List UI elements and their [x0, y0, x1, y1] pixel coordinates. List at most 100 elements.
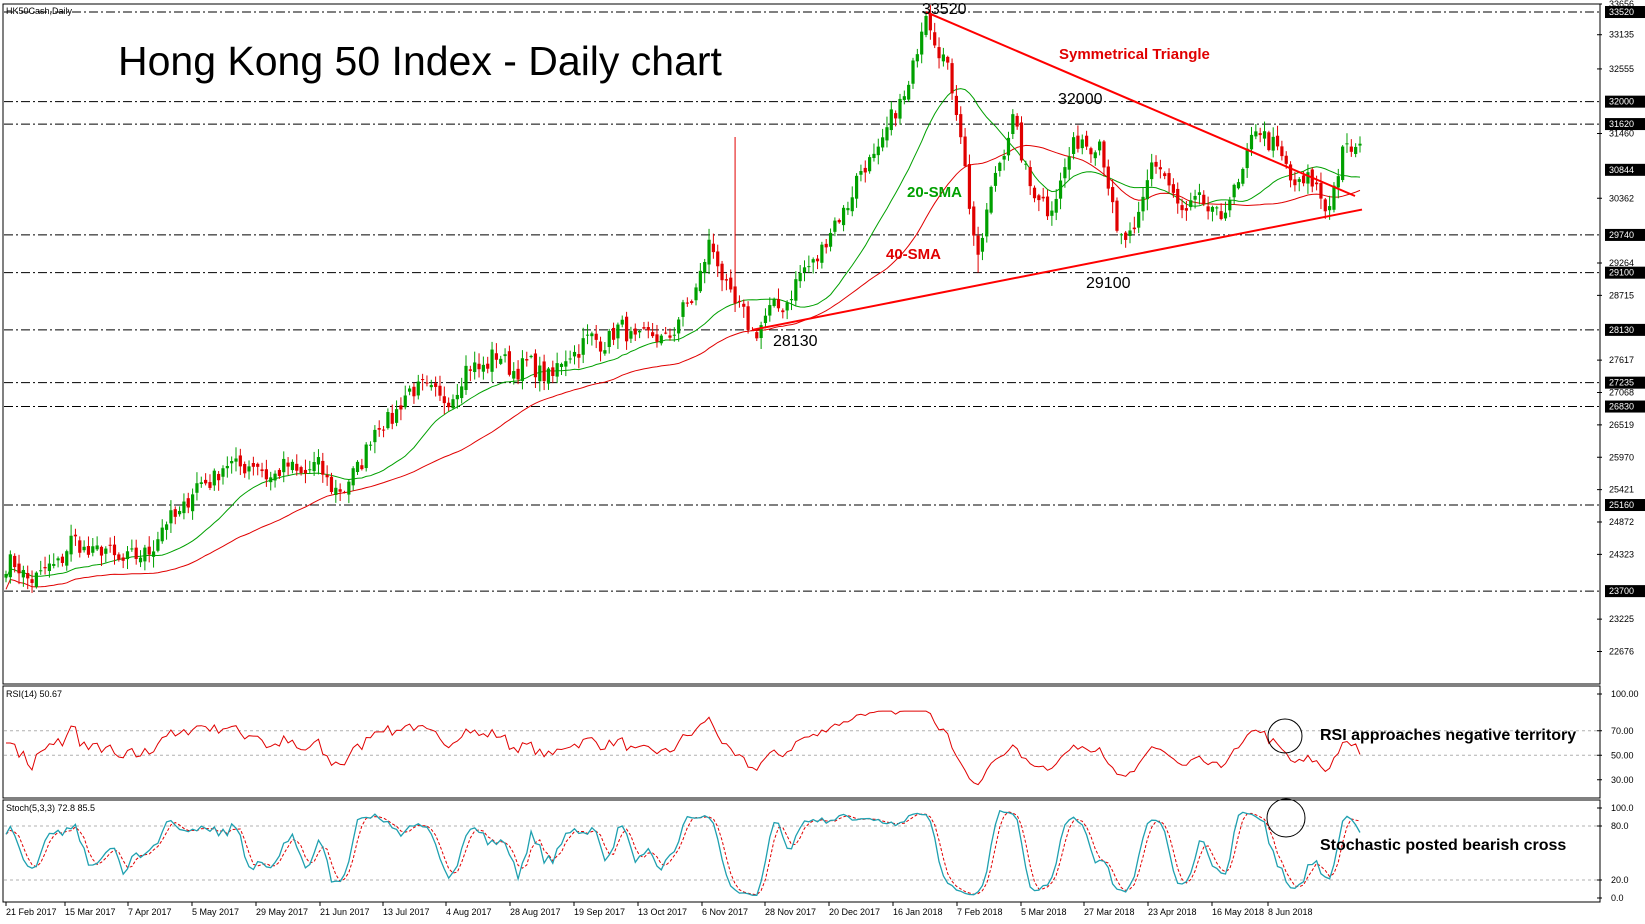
main-panel-frame: [2, 3, 1601, 685]
candle-body: [1102, 141, 1106, 168]
chart-title: Hong Kong 50 Index - Daily chart: [118, 38, 723, 84]
candle-body: [1306, 172, 1310, 184]
candle-body: [924, 15, 928, 35]
y-tick-label: 25421: [1609, 485, 1634, 495]
candle-body: [1236, 182, 1241, 189]
candle-body: [846, 208, 850, 211]
candle-body: [416, 381, 420, 396]
candle-body: [1002, 155, 1006, 160]
candle-body: [1045, 196, 1050, 217]
rsi-tick-label: 30.00: [1611, 775, 1634, 785]
candle-body: [1297, 179, 1301, 182]
level-tag: [1605, 323, 1645, 336]
candle-body: [776, 299, 781, 309]
candle-body: [199, 482, 203, 484]
candle-body: [173, 509, 177, 517]
candle-body: [373, 429, 377, 443]
candle-body: [112, 544, 117, 556]
candle-body: [230, 461, 234, 464]
candle-body: [1301, 175, 1306, 184]
rsi-line: [6, 710, 1361, 786]
level-lines: 33520 32000 31620 30844 29740 29100 28130 27235…: [4, 6, 1645, 598]
candle-body: [624, 316, 629, 342]
rsi-tick-label: 50.00: [1611, 750, 1634, 760]
candle-body: [538, 365, 542, 382]
x-tick-label: 7 Apr 2017: [128, 907, 172, 917]
candle-body: [711, 243, 715, 253]
candle-body: [1345, 143, 1349, 145]
candle-body: [1150, 162, 1154, 180]
candle-body: [247, 466, 251, 472]
candle-body: [520, 358, 525, 381]
candle-body: [217, 473, 221, 481]
candle-body: [412, 386, 416, 397]
candle-body: [694, 287, 698, 301]
level-tag: [1605, 585, 1645, 598]
candle-body: [1141, 196, 1145, 212]
candle-body: [1006, 137, 1011, 156]
level-tag-label: 26830: [1609, 402, 1634, 412]
candle-body: [225, 465, 229, 469]
stoch-annotation: Stochastic posted bearish cross: [1320, 837, 1566, 854]
candle-body: [1115, 200, 1119, 231]
candle-body: [295, 463, 299, 471]
candle-body: [1037, 195, 1041, 201]
candle-body: [299, 467, 303, 473]
candle-body: [854, 175, 859, 199]
candle-body: [950, 63, 954, 94]
candle-body: [611, 327, 616, 340]
candle-body: [664, 332, 668, 334]
candle-body: [47, 563, 51, 572]
candle-body: [763, 315, 768, 324]
peak-annotation: 33520: [922, 1, 967, 18]
y-tick-label: 27068: [1609, 388, 1634, 398]
candle-body: [325, 474, 329, 478]
candle-body: [381, 429, 386, 431]
candle-body: [620, 319, 624, 325]
candle-body: [1275, 135, 1280, 147]
candle-body: [212, 470, 216, 486]
candle-body: [915, 54, 919, 62]
candle-body: [616, 324, 620, 339]
candle-body: [1067, 156, 1071, 170]
candle-body: [794, 279, 798, 301]
candle-body: [360, 465, 364, 470]
candle-body: [455, 394, 459, 400]
x-tick-label: 28 Aug 2017: [510, 907, 561, 917]
candle-body: [1111, 187, 1115, 203]
candle-body: [525, 359, 529, 361]
candle-body: [269, 477, 273, 483]
candle-body: [177, 510, 182, 515]
candle-body: [729, 277, 733, 290]
candle-body: [86, 546, 91, 555]
candle-body: [355, 461, 360, 472]
candle-body: [603, 350, 607, 354]
y-tick-label: 30362: [1609, 193, 1634, 203]
candle-body: [364, 444, 368, 469]
candle-body: [811, 259, 815, 263]
candle-body: [989, 186, 993, 213]
stoch-main-line: [5, 809, 1361, 896]
candle-body: [681, 302, 685, 317]
candle-body: [703, 261, 707, 274]
y-tick-label: 25970: [1609, 452, 1634, 462]
candle-body: [1228, 200, 1232, 211]
candle-body: [286, 462, 290, 467]
candle-body: [303, 469, 308, 474]
candle-body: [460, 386, 464, 399]
candle-body: [685, 302, 689, 304]
candle-body: [516, 368, 520, 380]
candle-body: [542, 361, 546, 382]
candle-body: [967, 164, 972, 209]
level-tag: [1605, 118, 1645, 131]
y-tick-label: 27617: [1609, 355, 1634, 365]
candle-body: [1341, 146, 1345, 181]
candle-body: [191, 494, 195, 512]
date-axis: 21 Feb 2017 15 Mar 2017 7 Apr 2017 5 May 20…: [5, 902, 1313, 917]
triangle-trendlines: [752, 11, 1363, 331]
candle-body: [876, 146, 880, 156]
level-tag-label: 23700: [1609, 586, 1634, 596]
candle-body: [581, 338, 585, 355]
candle-body: [594, 333, 598, 340]
